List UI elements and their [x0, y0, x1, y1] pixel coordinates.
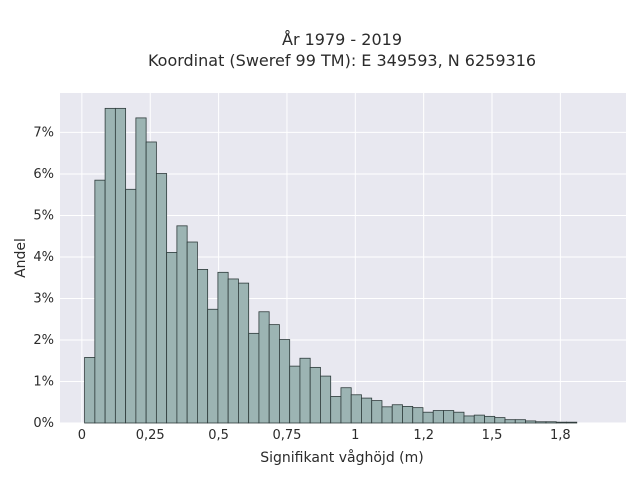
- histogram-bar: [104, 107, 116, 424]
- histogram-bar: [494, 417, 506, 424]
- histogram-bar: [504, 419, 516, 424]
- histogram-bar: [84, 357, 96, 424]
- histogram-bar: [94, 179, 106, 424]
- histogram-bar: [186, 241, 198, 424]
- histogram-bar: [114, 107, 127, 424]
- x-tick-label: 0,25: [136, 428, 165, 443]
- histogram-bar: [371, 400, 383, 424]
- y-tick-label: 5%: [33, 208, 54, 223]
- histogram-bar: [268, 324, 280, 424]
- histogram-bar: [207, 308, 219, 424]
- x-axis-label: Signifikant våghöjd (m): [260, 449, 423, 466]
- histogram-bar: [227, 278, 239, 424]
- histogram-bar: [299, 357, 311, 424]
- x-tick-label: 0: [78, 428, 86, 443]
- histogram-bar: [330, 396, 342, 424]
- histogram-bar: [309, 366, 321, 424]
- histogram-bar: [463, 415, 475, 424]
- x-tick-label: 0,75: [272, 428, 301, 443]
- histogram-bar: [289, 365, 301, 424]
- histogram-bar: [125, 188, 137, 424]
- histogram-bar: [422, 411, 434, 424]
- histogram-bar: [361, 397, 373, 424]
- histogram-bar: [279, 339, 291, 424]
- histogram-bar: [258, 311, 270, 424]
- histogram-bar: [402, 405, 414, 424]
- histogram-bar: [443, 410, 455, 424]
- histogram-bar: [196, 269, 209, 424]
- histogram-bar: [248, 332, 260, 424]
- chart-title-line-1: År 1979 - 2019: [282, 30, 402, 49]
- histogram-bar: [484, 415, 496, 424]
- histogram-bar: [514, 419, 526, 424]
- histogram-bar: [535, 421, 547, 424]
- histogram-bars: [84, 107, 578, 424]
- y-tick-label: 6%: [33, 167, 54, 182]
- y-tick-label: 1%: [33, 374, 54, 389]
- y-tick-label: 2%: [33, 333, 54, 348]
- x-tick-label: 1,2: [413, 428, 434, 443]
- y-tick-label: 7%: [33, 125, 54, 140]
- x-tick-label: 1,8: [550, 428, 571, 443]
- histogram-bar: [432, 410, 444, 424]
- histogram-bar: [525, 420, 537, 424]
- histogram-bar: [555, 421, 567, 424]
- histogram-bar: [340, 387, 352, 424]
- histogram-bar: [381, 406, 393, 424]
- chart-title-line-2: Koordinat (Sweref 99 TM): E 349593, N 62…: [148, 51, 536, 70]
- histogram-bar: [545, 421, 557, 424]
- histogram-bar: [238, 282, 250, 424]
- x-tick-label: 1,5: [482, 428, 503, 443]
- histogram-bar: [566, 421, 578, 424]
- histogram-bar: [350, 394, 362, 424]
- histogram-bar: [166, 251, 178, 424]
- x-tick-label: 1: [351, 428, 359, 443]
- histogram-bar: [217, 271, 229, 424]
- y-tick-label: 4%: [33, 250, 54, 265]
- histogram-bar: [155, 173, 168, 424]
- y-tick-label: 0%: [33, 416, 54, 431]
- x-tick-label: 0,5: [208, 428, 229, 443]
- histogram-bar: [453, 411, 465, 424]
- histogram-bar: [473, 414, 485, 424]
- y-axis-label: Andel: [13, 238, 29, 278]
- y-tick-label: 3%: [33, 291, 54, 306]
- histogram-bar: [391, 404, 403, 424]
- y-axis-ticks: 0% 1% 2% 3% 4% 5% 6% 7%: [33, 125, 54, 431]
- x-axis-ticks: 0 0,25 0,5 0,75 1 1,2 1,5 1,8: [78, 428, 571, 443]
- histogram-bar: [320, 375, 332, 424]
- histogram-bar: [176, 225, 188, 424]
- histogram-bar: [412, 407, 424, 424]
- histogram-bar: [145, 141, 157, 424]
- histogram-bar: [135, 117, 147, 424]
